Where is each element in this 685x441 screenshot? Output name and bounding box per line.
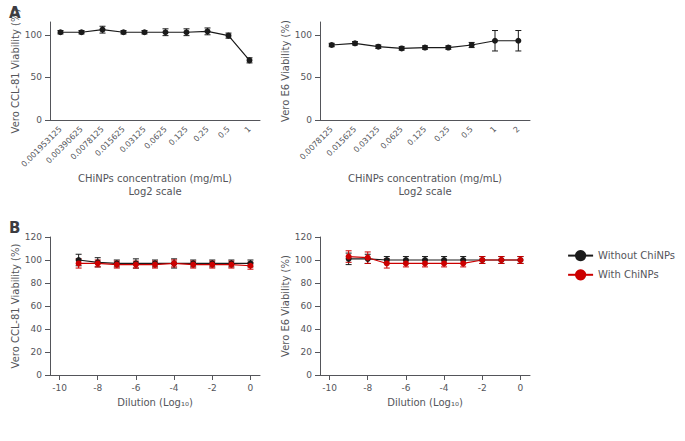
svg-text:100: 100 xyxy=(25,255,42,265)
svg-text:1: 1 xyxy=(488,125,498,135)
svg-text:0.125: 0.125 xyxy=(406,125,429,148)
svg-text:0.00390625: 0.00390625 xyxy=(44,124,85,166)
svg-text:120: 120 xyxy=(25,232,42,242)
svg-text:0: 0 xyxy=(518,383,524,393)
svg-text:-10: -10 xyxy=(322,383,337,393)
svg-text:60: 60 xyxy=(31,301,43,311)
svg-text:0.0078125: 0.0078125 xyxy=(297,124,335,162)
svg-text:Dilution (Log₁₀): Dilution (Log₁₀) xyxy=(117,397,193,408)
svg-text:Without ChiNPs: Without ChiNPs xyxy=(598,250,675,261)
svg-text:-8: -8 xyxy=(363,383,372,393)
svg-text:2: 2 xyxy=(512,125,522,135)
svg-text:0.125: 0.125 xyxy=(167,125,190,148)
svg-text:0.015625: 0.015625 xyxy=(325,125,358,158)
svg-text:Vero E6 Viability (%): Vero E6 Viability (%) xyxy=(280,20,291,122)
svg-text:40: 40 xyxy=(31,324,43,334)
svg-text:Vero CCL-81 Viability (%): Vero CCL-81 Viability (%) xyxy=(10,243,21,368)
svg-text:0.0078125: 0.0078125 xyxy=(68,124,106,162)
svg-text:Log2 scale: Log2 scale xyxy=(128,186,181,197)
svg-text:-8: -8 xyxy=(93,383,102,393)
svg-text:B: B xyxy=(9,219,20,237)
svg-text:1: 1 xyxy=(243,125,253,135)
svg-text:-4: -4 xyxy=(170,383,179,393)
svg-text:0.25: 0.25 xyxy=(192,125,211,144)
svg-text:50: 50 xyxy=(31,72,43,82)
svg-text:60: 60 xyxy=(301,301,313,311)
svg-text:20: 20 xyxy=(301,347,313,357)
svg-text:100: 100 xyxy=(295,30,312,40)
svg-text:CHiNPs concentration (mg/mL): CHiNPs concentration (mg/mL) xyxy=(78,173,232,184)
svg-text:0.03125: 0.03125 xyxy=(352,125,382,155)
svg-text:0.0625: 0.0625 xyxy=(379,125,405,151)
svg-text:80: 80 xyxy=(301,278,313,288)
svg-text:-10: -10 xyxy=(52,383,67,393)
svg-text:-2: -2 xyxy=(208,383,217,393)
svg-text:0: 0 xyxy=(248,383,254,393)
svg-text:0.25: 0.25 xyxy=(433,125,452,144)
svg-text:0.5: 0.5 xyxy=(460,125,475,140)
svg-text:-4: -4 xyxy=(440,383,449,393)
svg-text:100: 100 xyxy=(295,255,312,265)
svg-text:0.0625: 0.0625 xyxy=(143,125,169,151)
svg-text:0.5: 0.5 xyxy=(216,125,231,140)
svg-text:Vero CCL-81 Viability (%): Vero CCL-81 Viability (%) xyxy=(10,8,21,133)
svg-text:-6: -6 xyxy=(131,383,140,393)
svg-text:Vero E6 Viability (%): Vero E6 Viability (%) xyxy=(280,255,291,357)
svg-text:CHiNPs concentration (mg/mL): CHiNPs concentration (mg/mL) xyxy=(348,173,502,184)
svg-text:-6: -6 xyxy=(401,383,410,393)
svg-text:0: 0 xyxy=(306,115,312,125)
svg-text:50: 50 xyxy=(301,72,313,82)
svg-text:0.015625: 0.015625 xyxy=(93,124,127,159)
svg-text:0.03125: 0.03125 xyxy=(118,125,148,155)
svg-text:0.001953125: 0.001953125 xyxy=(19,124,64,169)
svg-text:Dilution (Log₁₀): Dilution (Log₁₀) xyxy=(387,397,463,408)
svg-text:120: 120 xyxy=(295,232,312,242)
svg-text:0: 0 xyxy=(36,115,42,125)
svg-text:80: 80 xyxy=(31,278,43,288)
svg-text:With ChiNPs: With ChiNPs xyxy=(598,269,659,280)
svg-text:20: 20 xyxy=(31,347,43,357)
svg-text:0: 0 xyxy=(36,370,42,380)
svg-text:Log2 scale: Log2 scale xyxy=(398,186,451,197)
svg-text:100: 100 xyxy=(25,30,42,40)
svg-text:40: 40 xyxy=(301,324,313,334)
svg-text:A: A xyxy=(9,4,21,22)
svg-text:0: 0 xyxy=(306,370,312,380)
svg-text:-2: -2 xyxy=(478,383,487,393)
